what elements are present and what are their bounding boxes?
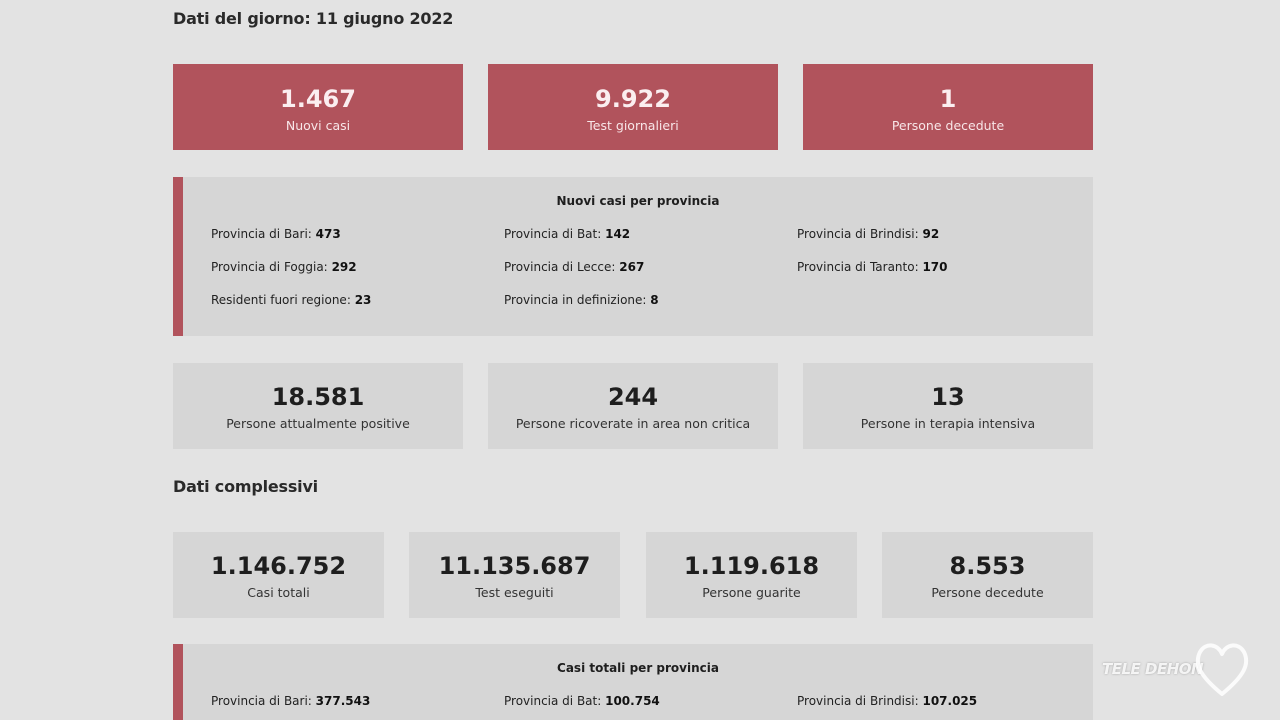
daily-deaths-label: Persone decedute — [891, 118, 1005, 133]
currently-positive-card: 18.581 Persone attualmente positive — [173, 363, 463, 449]
province-label: Provincia di Foggia: — [211, 260, 328, 274]
total-tests-value: 11.135.687 — [438, 552, 591, 580]
province-label: Provincia di Brindisi: — [797, 694, 919, 708]
tele-dehon-logo: TELE DEHON — [1100, 636, 1250, 700]
province-label: Provincia di Bari: — [211, 694, 312, 708]
total-data-title: Dati complessivi — [173, 477, 318, 496]
hospitalized-label: Persone ricoverate in area non critica — [515, 416, 751, 431]
total-deaths-value: 8.553 — [949, 552, 1026, 580]
province-label: Provincia in definizione: — [504, 293, 647, 307]
province-value: 473 — [315, 227, 341, 241]
daily-deaths-card: 1 Persone decedute — [803, 64, 1093, 150]
total-deaths-label: Persone decedute — [931, 585, 1044, 600]
province-value: 142 — [605, 227, 631, 241]
province-value: 267 — [619, 260, 645, 274]
intensive-care-label: Persone in terapia intensiva — [860, 416, 1036, 431]
total-cases-card: 1.146.752 Casi totali — [173, 532, 384, 618]
province-value: 292 — [331, 260, 357, 274]
province-item: Provincia di Lecce: 267 — [504, 260, 644, 274]
total-tests-label: Test eseguiti — [475, 585, 554, 600]
new-cases-label: Nuovi casi — [285, 118, 351, 133]
daily-province-panel-title: Nuovi casi per provincia — [556, 194, 720, 208]
total-cases-label: Casi totali — [247, 585, 310, 600]
daily-data-title: Dati del giorno: 11 giugno 2022 — [173, 9, 454, 28]
province-label: Provincia di Taranto: — [797, 260, 919, 274]
province-item: Provincia di Taranto: 170 — [797, 260, 948, 274]
currently-positive-label: Persone attualmente positive — [226, 416, 410, 431]
intensive-care-value: 13 — [931, 383, 965, 411]
province-value: 377.543 — [315, 694, 371, 708]
total-cases-value: 1.146.752 — [210, 552, 347, 580]
total-deaths-card: 8.553 Persone decedute — [882, 532, 1093, 618]
logo-text: TELE DEHON — [1102, 660, 1204, 678]
daily-deaths-value: 1 — [939, 85, 957, 113]
heart-icon — [1195, 643, 1249, 696]
currently-positive-value: 18.581 — [271, 383, 365, 411]
province-label: Residenti fuori regione: — [211, 293, 351, 307]
province-item: Provincia di Brindisi: 92 — [797, 227, 939, 241]
province-item: Provincia in definizione: 8 — [504, 293, 659, 307]
intensive-care-card: 13 Persone in terapia intensiva — [803, 363, 1093, 449]
total-province-panel-title: Casi totali per provincia — [557, 661, 719, 675]
province-value: 107.025 — [922, 694, 978, 708]
province-item: Provincia di Bat: 100.754 — [504, 694, 660, 708]
province-item: Provincia di Bat: 142 — [504, 227, 630, 241]
province-value: 23 — [354, 293, 372, 307]
daily-tests-card: 9.922 Test giornalieri — [488, 64, 778, 150]
hospitalized-value: 244 — [607, 383, 659, 411]
daily-tests-value: 9.922 — [595, 85, 671, 113]
province-label: Provincia di Lecce: — [504, 260, 616, 274]
province-label: Provincia di Brindisi: — [797, 227, 919, 241]
province-value: 92 — [922, 227, 940, 241]
province-value: 100.754 — [605, 694, 660, 708]
daily-province-panel: Nuovi casi per provincia Provincia di Ba… — [173, 177, 1093, 336]
province-item: Residenti fuori regione: 23 — [211, 293, 371, 307]
province-label: Provincia di Bat: — [504, 694, 602, 708]
new-cases-card: 1.467 Nuovi casi — [173, 64, 463, 150]
new-cases-value: 1.467 — [280, 85, 356, 113]
province-item: Provincia di Bari: 473 — [211, 227, 341, 241]
hospitalized-card: 244 Persone ricoverate in area non criti… — [488, 363, 778, 449]
province-item: Provincia di Brindisi: 107.025 — [797, 694, 977, 708]
province-item: Provincia di Bari: 377.543 — [211, 694, 370, 708]
total-province-panel: Casi totali per provincia Provincia di B… — [173, 644, 1093, 720]
province-value: 8 — [650, 293, 659, 307]
province-item: Provincia di Foggia: 292 — [211, 260, 357, 274]
recovered-card: 1.119.618 Persone guarite — [646, 532, 857, 618]
province-label: Provincia di Bari: — [211, 227, 312, 241]
province-value: 170 — [922, 260, 948, 274]
recovered-value: 1.119.618 — [683, 552, 820, 580]
daily-tests-label: Test giornalieri — [587, 118, 679, 133]
recovered-label: Persone guarite — [702, 585, 801, 600]
province-label: Provincia di Bat: — [504, 227, 602, 241]
total-tests-card: 11.135.687 Test eseguiti — [409, 532, 620, 618]
